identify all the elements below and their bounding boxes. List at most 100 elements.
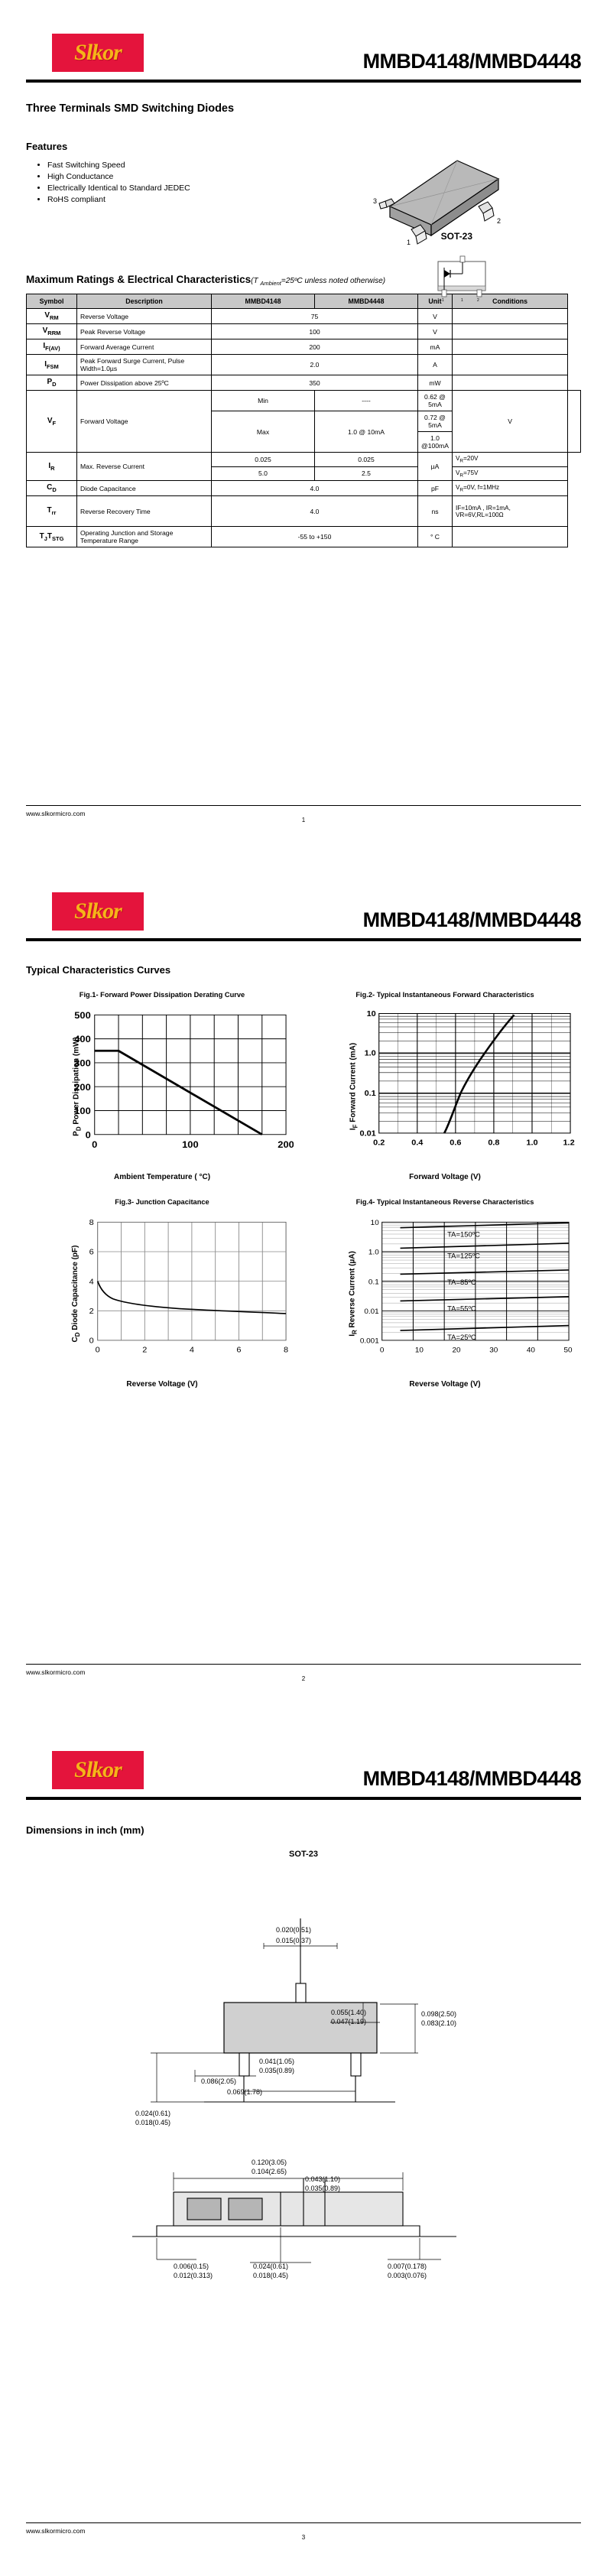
ir-cond-b: VR=75V — [451, 466, 569, 482]
svg-text:0: 0 — [380, 1346, 385, 1355]
svg-text:1.0: 1.0 — [365, 1049, 376, 1058]
page-number: 2 — [301, 1675, 306, 1682]
dim-label: 0.047(1.19) — [331, 2018, 366, 2025]
table-row-vf-max-a: Max 1.0 @ 10mA 0.72 @ 5mA — [27, 411, 581, 453]
list-item: Fast Switching Speed — [47, 160, 581, 171]
dim-label: 0.024(0.61) — [253, 2263, 288, 2270]
annotation-ta55: TA=55ºC — [447, 1305, 476, 1313]
pin-1-label: 1 — [407, 239, 411, 246]
dim-label: 0.055(1.40) — [331, 2009, 366, 2016]
brand-logo-text: Slkor — [74, 40, 122, 65]
row-description: Peak Reverse Voltage — [76, 323, 212, 339]
svg-text:2: 2 — [142, 1346, 147, 1355]
chart-fig2: Fig.2- Typical Instantaneous Forward Cha… — [309, 991, 581, 1181]
svg-text:1.0: 1.0 — [526, 1139, 537, 1148]
annotation-ta25: TA=25ºC — [447, 1333, 476, 1341]
row-value: 4.0 — [211, 495, 418, 528]
dim-label: 0.020(0.51) — [276, 1926, 311, 1934]
dim-label: 0.007(0.178) — [388, 2263, 427, 2270]
brand-logo-text: Slkor — [74, 898, 122, 924]
dim-label: 0.086(2.05) — [201, 2077, 236, 2085]
svg-text:0: 0 — [96, 1346, 100, 1355]
dim-label: 0.018(0.45) — [135, 2119, 170, 2126]
ratings-title: Maximum Ratings & Electrical Characteris… — [26, 274, 581, 287]
row-description: Max. Reverse Current — [76, 451, 212, 482]
plot-area: 8 6 4 2 0 0 2 4 6 8 — [66, 1217, 294, 1357]
svg-text:0.8: 0.8 — [488, 1139, 499, 1148]
header-rule — [26, 1797, 581, 1800]
row-value: 75 — [211, 308, 418, 324]
footer-website: www.slkormicro.com — [26, 2527, 86, 2535]
x-axis-label: Reverse Voltage (V) — [409, 1380, 481, 1389]
row-symbol: Trr — [26, 495, 77, 528]
page-footer: www.slkormicro.com 3 — [26, 2522, 581, 2541]
row-value: -55 to +150 — [211, 526, 418, 548]
svg-text:300: 300 — [74, 1058, 91, 1068]
pin-3-label: 3 — [373, 197, 377, 205]
dim-label: 0.006(0.15) — [174, 2263, 209, 2270]
row-description: Reverse Voltage — [76, 308, 212, 324]
svg-text:6: 6 — [236, 1346, 241, 1355]
brand-logo-text: Slkor — [74, 1757, 122, 1782]
part-number-title: MMBD4148/MMBD4448 — [362, 50, 582, 73]
row-symbol: IR — [26, 451, 77, 482]
header-rule — [26, 80, 581, 83]
dim-label: 0.083(2.10) — [421, 2019, 456, 2027]
document-subtitle: Three Terminals SMD Switching Diodes — [26, 102, 235, 115]
svg-text:100: 100 — [182, 1140, 199, 1150]
svg-text:1: 1 — [442, 298, 444, 303]
dim-label: 0.035(0.89) — [259, 2067, 294, 2074]
row-value: 2.0 — [211, 354, 418, 375]
footer-website: www.slkormicro.com — [26, 810, 86, 817]
plot-area: 500 400 300 200 100 0 0 100 200 — [66, 1009, 294, 1150]
chart-title: Fig.1- Forward Power Dissipation Deratin… — [79, 991, 245, 999]
svg-text:200: 200 — [74, 1082, 91, 1092]
row-unit: mW — [417, 375, 453, 391]
annotation-ta125: TA=125ºC — [447, 1252, 480, 1260]
vf-max-4148: 1.0 @ 10mA — [314, 411, 418, 453]
list-item: High Conductance — [47, 171, 581, 183]
ratings-table: Symbol Description MMBD4148 MMBD4448 Uni… — [26, 294, 581, 548]
dim-label: 0.120(3.05) — [252, 2159, 287, 2166]
row-unit: A — [417, 354, 453, 375]
dimensions-heading: Dimensions in inch (mm) — [26, 1824, 144, 1836]
page-header: Slkor MMBD4148/MMBD4448 — [26, 32, 582, 83]
svg-text:0.4: 0.4 — [411, 1139, 423, 1148]
row-description: Reverse Recovery Time — [76, 495, 212, 528]
dim-label: 0.024(0.61) — [135, 2110, 170, 2117]
ir-4148-b: 5.0 — [211, 466, 315, 482]
dimensions-drawing: 0.020(0.51) 0.015(0.37) 0.098(2.50) 0.08… — [59, 1873, 548, 2301]
charts-grid: Fig.1- Forward Power Dissipation Deratin… — [26, 991, 581, 1389]
table-row: CD Diode Capacitance 4.0 pF VR=0V, f=1MH… — [26, 480, 581, 497]
row-conditions — [451, 308, 569, 324]
table-row: IF(AV) Forward Average Current 200 mA — [26, 339, 581, 355]
table-row: PD Power Dissipation above 25ºC 350 mW — [26, 375, 581, 391]
row-conditions — [567, 390, 581, 453]
row-unit: ns — [417, 495, 453, 528]
part-number-title: MMBD4148/MMBD4448 — [362, 1767, 582, 1790]
vf-max-label: Max — [211, 411, 315, 453]
features-heading: Features — [26, 141, 68, 152]
page-2: Slkor MMBD4148/MMBD4448 Typical Characte… — [0, 859, 607, 1717]
ir-4448-b: 2.5 — [314, 466, 418, 482]
chart-title: Fig.4- Typical Instantaneous Reverse Cha… — [355, 1198, 534, 1206]
vf-min-4148: ---- — [314, 390, 418, 411]
page-header: Slkor MMBD4148/MMBD4448 — [26, 891, 582, 941]
features-section: Features Fast Switching Speed High Condu… — [26, 141, 581, 303]
ratings-condition-note: (T Ambient=25ºC unless noted otherwise) — [251, 277, 386, 287]
chart-fig4: Fig.4- Typical Instantaneous Reverse Cha… — [309, 1198, 581, 1389]
ir-4148-a: 0.025 — [211, 452, 315, 467]
svg-text:2: 2 — [477, 298, 479, 303]
page-footer: www.slkormicro.com 2 — [26, 1664, 581, 1682]
col-description: Description — [76, 294, 212, 309]
row-conditions — [451, 323, 569, 339]
table-row: VRM Reverse Voltage 75 V — [26, 308, 581, 324]
chart-fig3: Fig.3- Junction Capacitance CD Diode Cap… — [26, 1198, 298, 1389]
row-symbol: VRM — [26, 308, 77, 324]
row-symbol: PD — [26, 375, 77, 391]
row-conditions: VR=0V, f=1MHz — [451, 480, 569, 497]
table-row-vf-min: VF Forward Voltage Min ---- 0.62 @ 5mA V — [26, 390, 581, 453]
vf-min-4448: 0.62 @ 5mA — [417, 390, 453, 411]
header-rule — [26, 938, 581, 941]
svg-text:2: 2 — [89, 1307, 94, 1316]
